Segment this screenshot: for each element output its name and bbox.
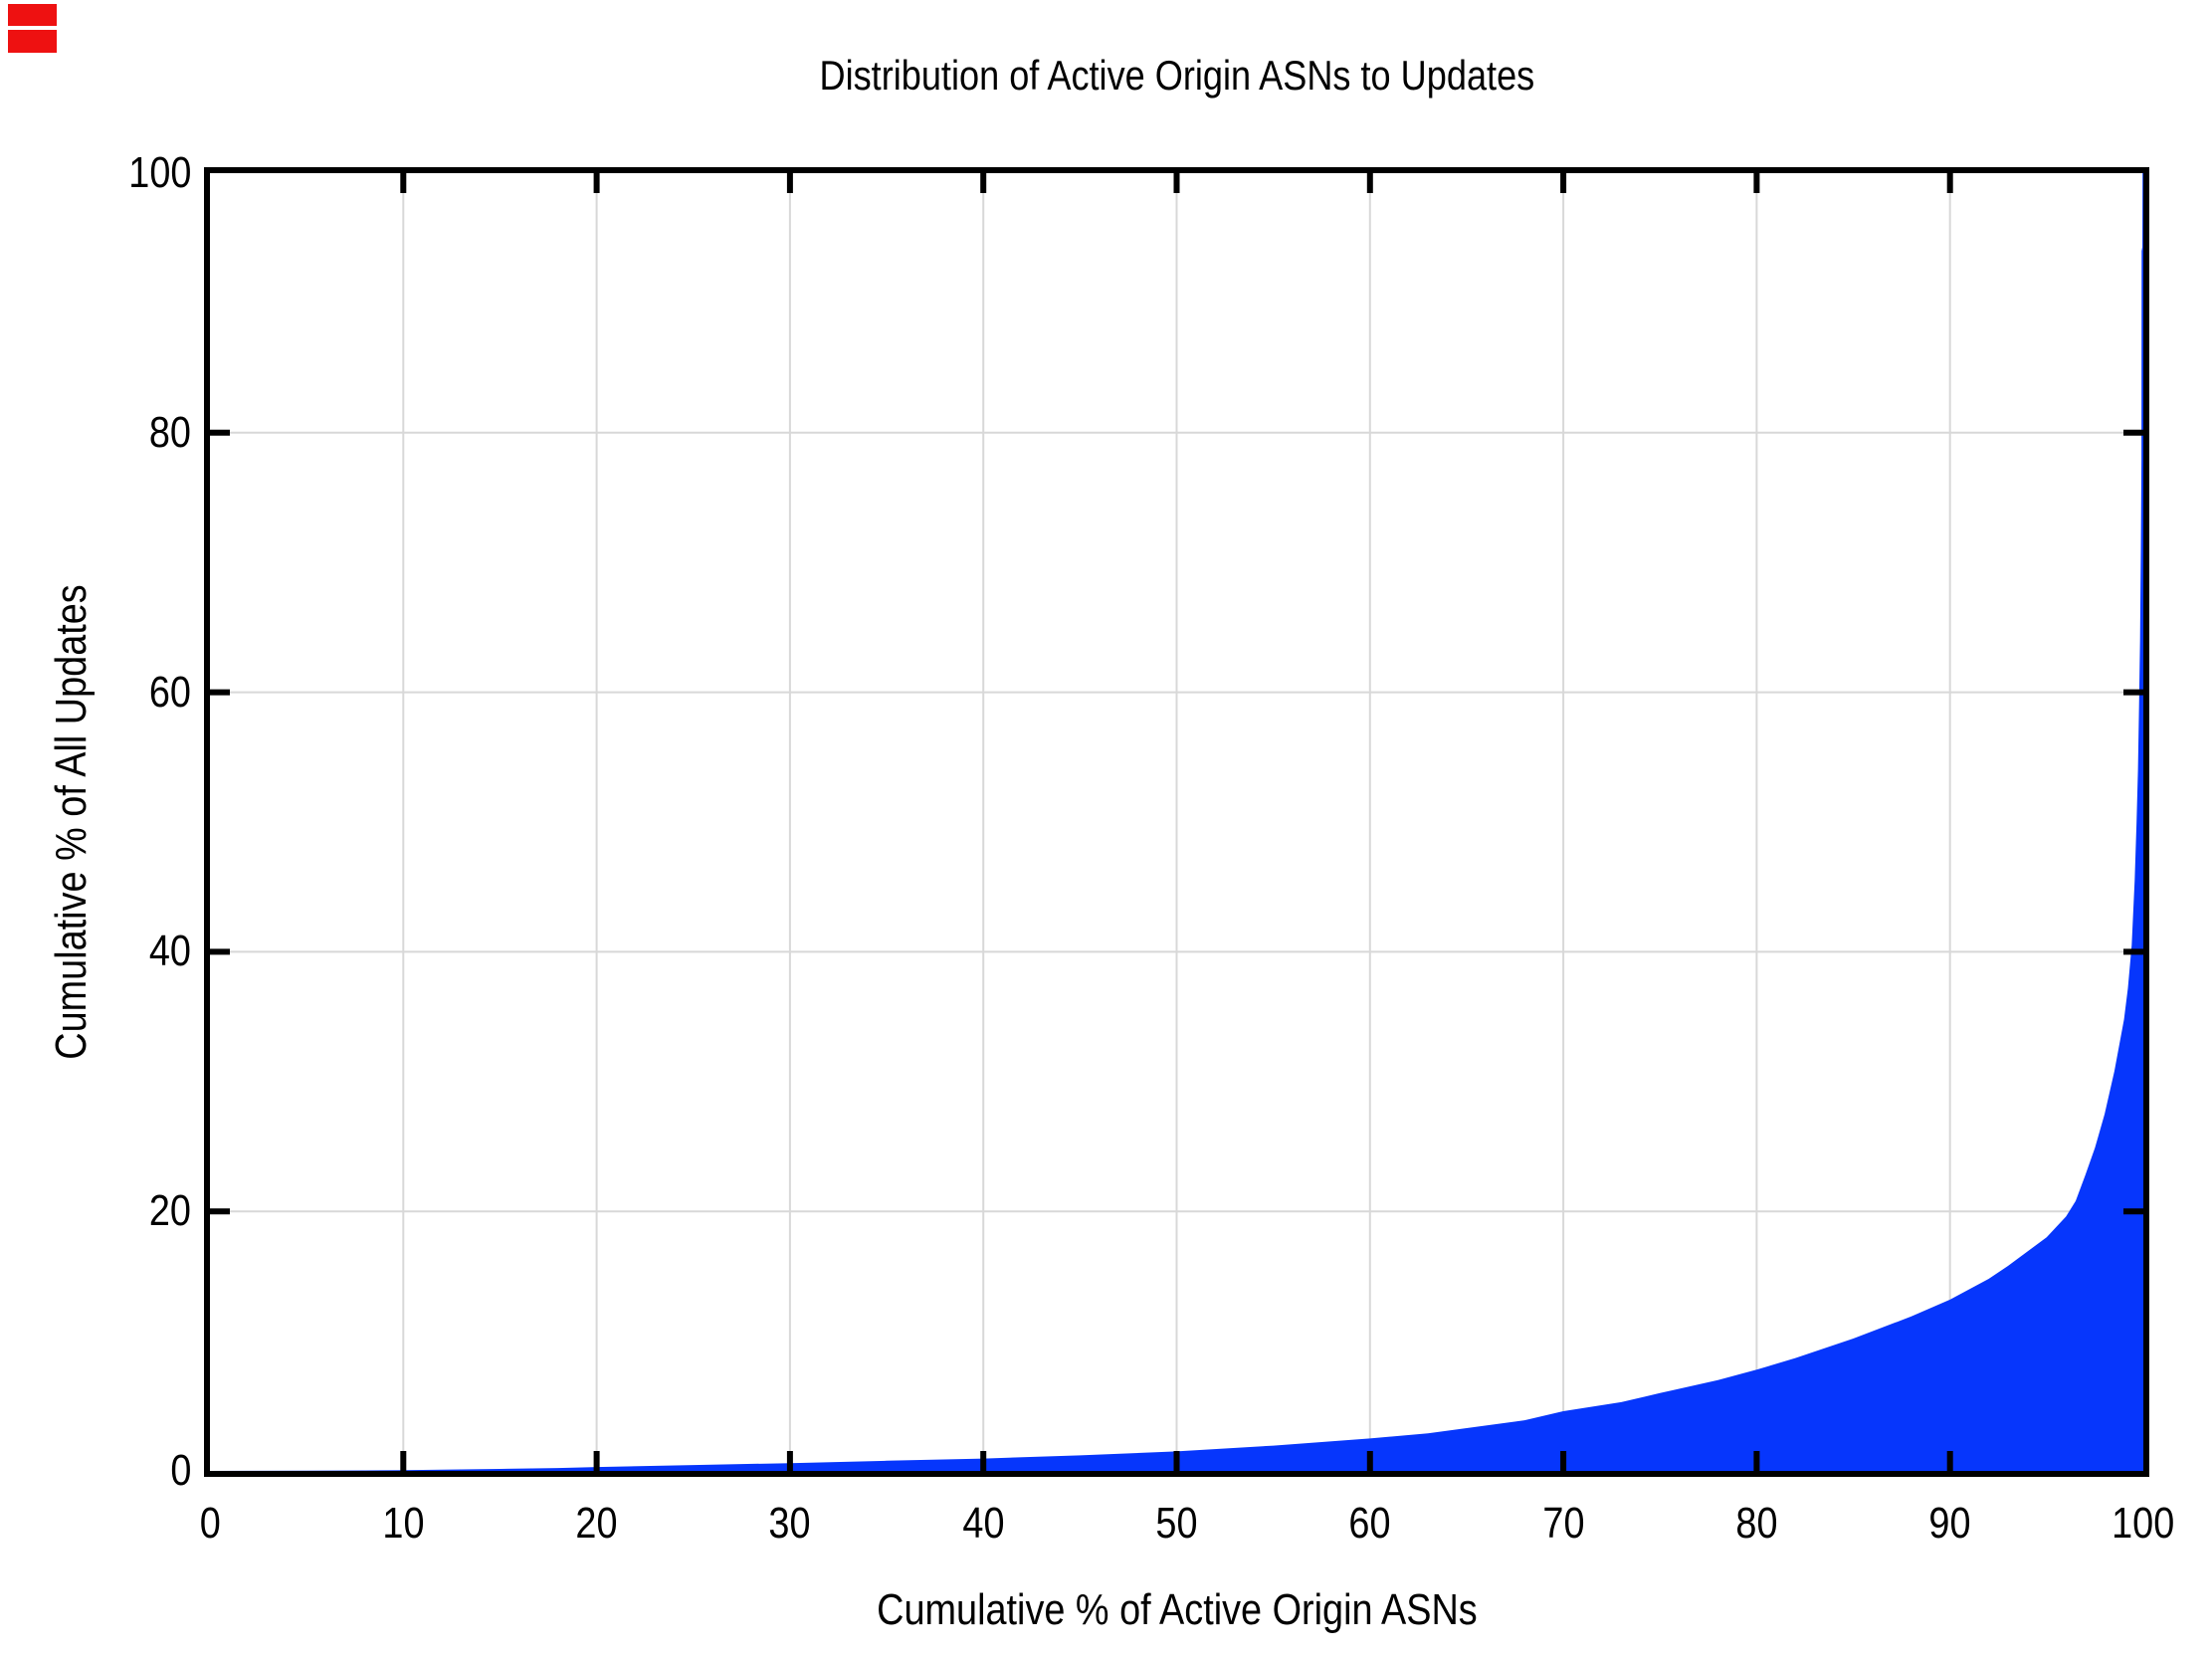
y-tick-label: 80 xyxy=(148,407,191,457)
x-tick-label: 90 xyxy=(1928,1499,1971,1548)
x-tick-label: 10 xyxy=(382,1499,425,1548)
x-tick-label: 0 xyxy=(199,1499,221,1548)
y-tick-label: 100 xyxy=(127,148,191,197)
x-tick-label: 80 xyxy=(1735,1499,1778,1548)
x-tick-label: 40 xyxy=(962,1499,1005,1548)
x-tick-label: 50 xyxy=(1155,1499,1198,1548)
plot-area xyxy=(204,167,2149,1477)
y-tick-label: 20 xyxy=(148,1186,191,1236)
red-corner-mark-bottom xyxy=(8,30,57,53)
x-tick-label: 70 xyxy=(1542,1499,1585,1548)
x-tick-label: 60 xyxy=(1348,1499,1391,1548)
red-corner-mark-top xyxy=(8,4,57,26)
y-tick-label: 0 xyxy=(169,1446,191,1495)
x-axis-label: Cumulative % of Active Origin ASNs xyxy=(876,1585,1478,1634)
x-tick-label: 30 xyxy=(768,1499,811,1548)
y-tick-label: 40 xyxy=(148,927,191,976)
y-tick-label: 60 xyxy=(148,667,191,717)
x-tick-label: 20 xyxy=(575,1499,618,1548)
chart-title: Distribution of Active Origin ASNs to Up… xyxy=(819,52,1534,99)
cumulative-area-series xyxy=(210,173,2143,1471)
area-plot-svg xyxy=(210,173,2143,1471)
x-tick-label: 100 xyxy=(2111,1499,2175,1548)
